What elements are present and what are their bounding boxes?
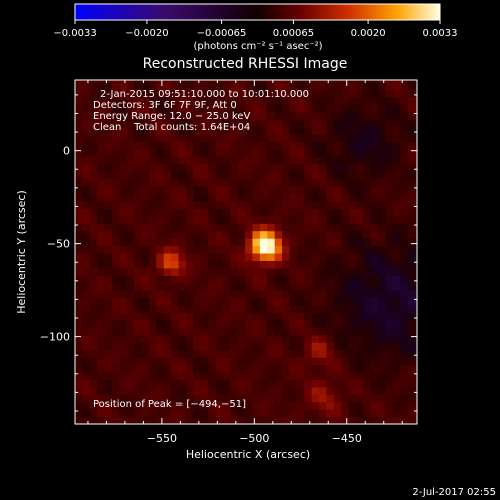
colorbar-tick-label: 0.0033	[423, 28, 458, 39]
footer-date: 2-Jul-2017 02:55	[412, 487, 496, 498]
axis-ticks: −550 −500 −450 0 −50 −100	[40, 80, 417, 445]
peak-position-label: Position of Peak = [−494,−51]	[93, 399, 246, 410]
colorbar-tick-label: −0.0020	[125, 28, 168, 39]
colorbar	[74, 3, 441, 21]
energy-range-label: Energy Range: 12.0 − 25.0 keV	[93, 111, 250, 122]
y-tick-label: −100	[40, 331, 70, 344]
x-tick-label: −550	[147, 432, 177, 445]
colorbar-tick-label: 0.0020	[351, 28, 386, 39]
chart-title: Reconstructed RHESSI Image	[143, 56, 348, 72]
time-range-label: 2-Jan-2015 09:51:10.000 to 10:01:10.000	[100, 89, 309, 100]
colorbar-tick-label: 0.00065	[273, 28, 314, 39]
image-area	[75, 80, 417, 424]
colorbar-tick-label: −0.0033	[53, 28, 96, 39]
x-tick-label: −450	[332, 432, 362, 445]
colorbar-units: (photons cm⁻² s⁻¹ asec⁻²)	[193, 41, 322, 52]
y-axis-label: Heliocentric Y (arcsec)	[15, 190, 28, 314]
y-tick-label: −50	[47, 238, 70, 251]
detectors-label: Detectors: 3F 6F 7F 9F, Att 0	[93, 100, 237, 111]
colorbar-tick-label: −0.00065	[197, 28, 247, 39]
x-axis-label: Heliocentric X (arcsec)	[186, 448, 310, 461]
colorbar-ticks: −0.0033 −0.0020 −0.00065 0.00065 0.0020 0.003…	[53, 20, 458, 39]
clean-counts-label: Clean Total counts: 1.64E+04	[93, 122, 250, 133]
y-tick-label: 0	[63, 145, 70, 158]
x-tick-label: −500	[239, 432, 269, 445]
plot-frame	[74, 79, 418, 425]
